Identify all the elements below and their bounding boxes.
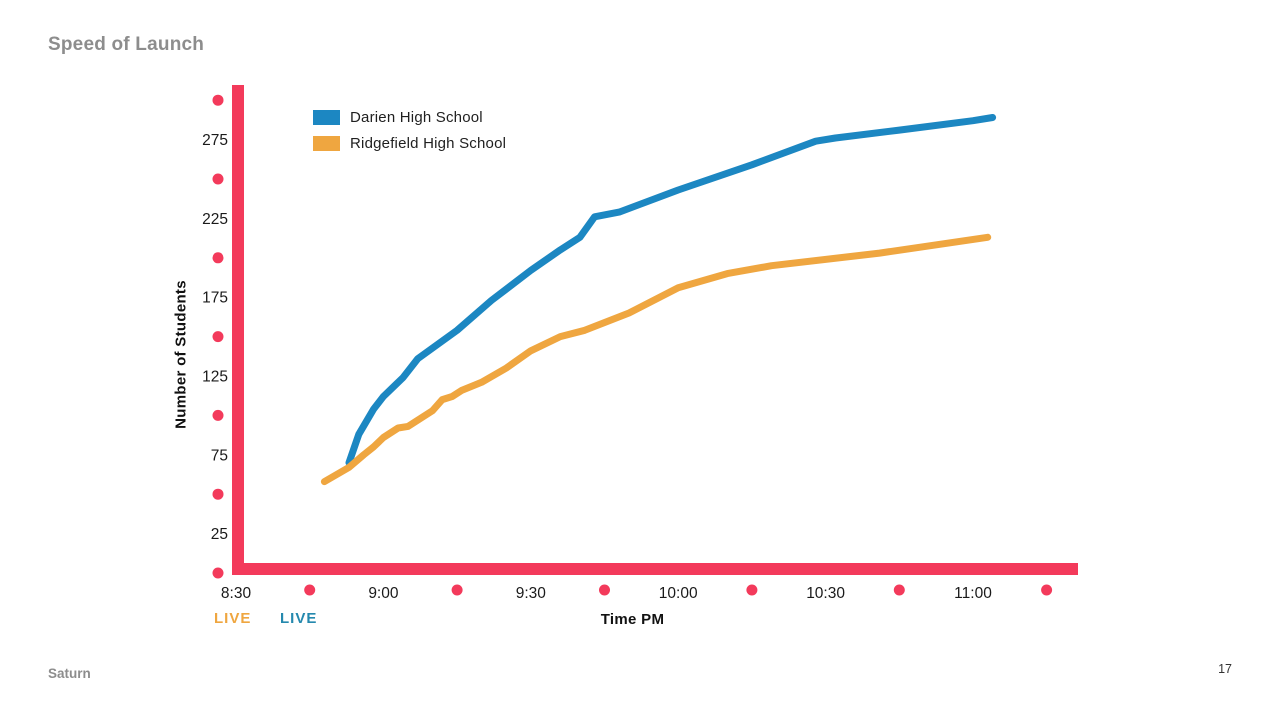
x-axis-bar <box>232 563 1078 575</box>
x-axis-dot <box>304 584 316 596</box>
y-tick-label: 225 <box>202 211 228 228</box>
y-axis-dot <box>212 94 224 106</box>
y-tick-label: 175 <box>202 290 228 307</box>
y-tick-label: 75 <box>211 447 228 464</box>
y-axis-bar <box>232 85 244 575</box>
chart-legend: Darien High School Ridgefield High Schoo… <box>313 108 507 152</box>
y-tick-label: 125 <box>202 369 228 386</box>
y-tick-label: 275 <box>202 132 228 149</box>
legend-label-ridgefield: Ridgefield High School <box>350 134 507 152</box>
x-axis-dot <box>599 584 610 596</box>
live-badge-ridgefield: LIVE <box>214 610 252 627</box>
chart-title: Speed of Launch <box>48 34 205 55</box>
x-tick-label: 9:30 <box>516 585 547 602</box>
x-tick-label: 10:00 <box>659 585 698 602</box>
x-tick-label: 11:00 <box>954 585 992 602</box>
legend-swatch-darien <box>313 109 340 125</box>
x-tick-label: 10:30 <box>806 585 845 602</box>
legend-label-darien: Darien High School <box>350 108 483 126</box>
y-axis-dot <box>212 252 224 264</box>
legend-swatch-ridgefield <box>313 135 340 151</box>
x-axis-dot <box>746 584 758 596</box>
x-axis-title: Time PM <box>600 611 665 628</box>
y-axis-dot <box>212 409 224 421</box>
live-badge-darien: LIVE <box>280 610 318 627</box>
x-tick-label: 8:30 <box>221 585 252 602</box>
y-axis-title: Number of Students <box>172 280 190 429</box>
brand-label: Saturn <box>48 666 91 681</box>
y-axis-dot <box>212 567 224 579</box>
legend-item-darien: Darien High School <box>313 108 506 126</box>
x-axis-dot <box>893 584 905 596</box>
x-axis-dot <box>1041 584 1053 596</box>
y-axis-dot <box>212 488 224 500</box>
series-line-ridgefield <box>320 233 992 486</box>
page-number: 17 <box>1218 662 1232 676</box>
x-tick-label: 9:00 <box>368 585 399 602</box>
series-line-darien <box>345 114 997 467</box>
y-axis-dot <box>212 331 224 343</box>
legend-item-ridgefield: Ridgefield High School <box>313 134 507 152</box>
x-axis-dot <box>451 584 463 596</box>
y-axis-dot <box>212 173 224 185</box>
y-tick-label: 25 <box>211 526 228 543</box>
